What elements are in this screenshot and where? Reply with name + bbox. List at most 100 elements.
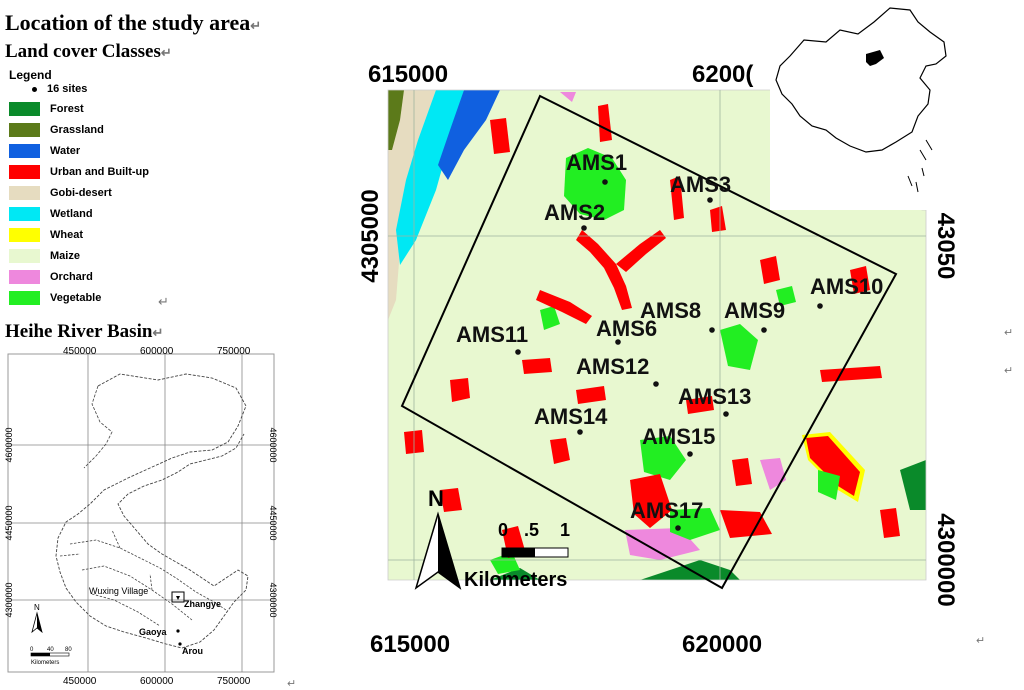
legend-item: Forest [9, 101, 84, 117]
legend-label: Maize [50, 250, 80, 262]
site-label: AMS14 [534, 404, 608, 429]
scale-tick-label: .5 [524, 520, 539, 540]
urban-area [820, 366, 882, 382]
y-tick-label: 4305000 [357, 189, 384, 282]
legend-label: Wetland [50, 208, 93, 220]
x-tick-label: 620000 [682, 631, 762, 658]
urban-area [710, 206, 726, 232]
x-tick-label: 750000 [217, 346, 251, 357]
urban-area [550, 438, 570, 464]
scale-unit: Kilometers [31, 660, 59, 666]
y-tick-label: 4600000 [4, 427, 14, 462]
china-locator-map [770, 0, 950, 210]
site-dot-icon [615, 339, 621, 345]
x-tick-label: 615000 [370, 631, 450, 658]
legend-item: Orchard [9, 269, 93, 285]
legend-item: Grassland [9, 122, 104, 138]
vegetable-area [776, 286, 796, 306]
scale-tick-label: 0 [30, 647, 34, 653]
x-tick-label: 600000 [140, 346, 174, 357]
legend-label: Forest [50, 103, 84, 115]
urban-area [490, 118, 510, 154]
site-dot-icon [817, 303, 823, 309]
scale-tick-label: 1 [560, 520, 570, 540]
site-label: AMS10 [810, 274, 883, 299]
site-dot-icon [602, 179, 608, 185]
x-tick-label: 450000 [63, 676, 97, 687]
urban-area [720, 510, 772, 538]
site-label: AMS6 [596, 316, 657, 341]
basin-outline [83, 385, 113, 469]
y-tick-label: 4450000 [4, 505, 14, 540]
legend-label: Gobi-desert [50, 187, 112, 199]
legend-swatch [9, 102, 40, 116]
x-tick-label: 450000 [63, 346, 97, 357]
urban-area [522, 358, 552, 374]
legend-label: Grassland [50, 124, 104, 136]
y-tick-label: 4300000 [932, 513, 959, 606]
site-label: AMS3 [670, 172, 731, 197]
site-dot-icon [32, 86, 37, 92]
islands [907, 139, 933, 193]
urban-area [732, 458, 752, 486]
x-tick-label: 6200( [692, 61, 753, 88]
legend-swatch [9, 165, 40, 179]
site-label: AMS2 [544, 200, 605, 225]
y-tick-label: 4600000 [268, 427, 278, 462]
forest-area [490, 568, 540, 580]
legend-sites: 16 sites [32, 83, 87, 95]
legend-item: Vegetable [9, 290, 101, 306]
basin-outline [55, 373, 249, 649]
y-tick-label: 4300000 [268, 582, 278, 617]
place-dot-icon [178, 642, 182, 646]
legend-item: Maize [9, 248, 80, 264]
grassland-area [388, 90, 404, 150]
orchard-area [760, 458, 786, 490]
legend-swatch [9, 291, 40, 305]
place-label: Arou [182, 646, 203, 656]
legend-swatch [9, 228, 40, 242]
page-title: Location of the study area↵ [5, 10, 262, 35]
urban-area [450, 378, 470, 402]
site-dot-icon [707, 197, 713, 203]
site-dot-icon [675, 525, 681, 531]
vegetable-area [564, 148, 626, 220]
site-label: AMS12 [576, 354, 649, 379]
scale-tick-label: 40 [47, 647, 54, 653]
y-tick-label: 43050 [932, 213, 959, 280]
site-label: AMS11 [456, 322, 528, 347]
vegetable-area [720, 324, 758, 370]
x-tick-label: 615000 [368, 61, 448, 88]
gobi-desert-area [388, 90, 436, 320]
legend-item: Wheat [9, 227, 83, 243]
legend-title: Legend [9, 68, 52, 82]
legend-label: Orchard [50, 271, 93, 283]
legend-item: Urban and Built-up [9, 164, 149, 180]
wetland-area [396, 90, 464, 265]
legend-swatch [9, 123, 40, 137]
site-dot-icon [577, 429, 583, 435]
urban-area [630, 474, 672, 528]
legend-label: Urban and Built-up [50, 166, 149, 178]
vegetable-area [818, 470, 840, 500]
urban-area [880, 508, 900, 538]
scale-unit: Kilometers [464, 569, 567, 591]
site-dot-icon [723, 411, 729, 417]
study-area-outline [400, 94, 898, 590]
north-label: N [428, 486, 444, 511]
legend-swatch [9, 249, 40, 263]
site-label: AMS9 [724, 298, 785, 323]
legend-label: Wheat [50, 229, 83, 241]
north-label: N [34, 603, 40, 612]
y-tick-label: 4450000 [268, 505, 278, 540]
orchard-area [560, 92, 576, 102]
site-label: AMS15 [642, 424, 715, 449]
basin-map: Wuxing Village Zhangye Gaoya Arou N 0 40… [4, 346, 296, 690]
sub-basin-lines [59, 529, 227, 627]
land-cover-heading: Land cover Classes↵ [5, 41, 172, 62]
scale-bar [31, 653, 50, 656]
site-dot-icon [653, 381, 659, 387]
urban-area [616, 230, 666, 272]
site-label: AMS17 [630, 498, 703, 523]
